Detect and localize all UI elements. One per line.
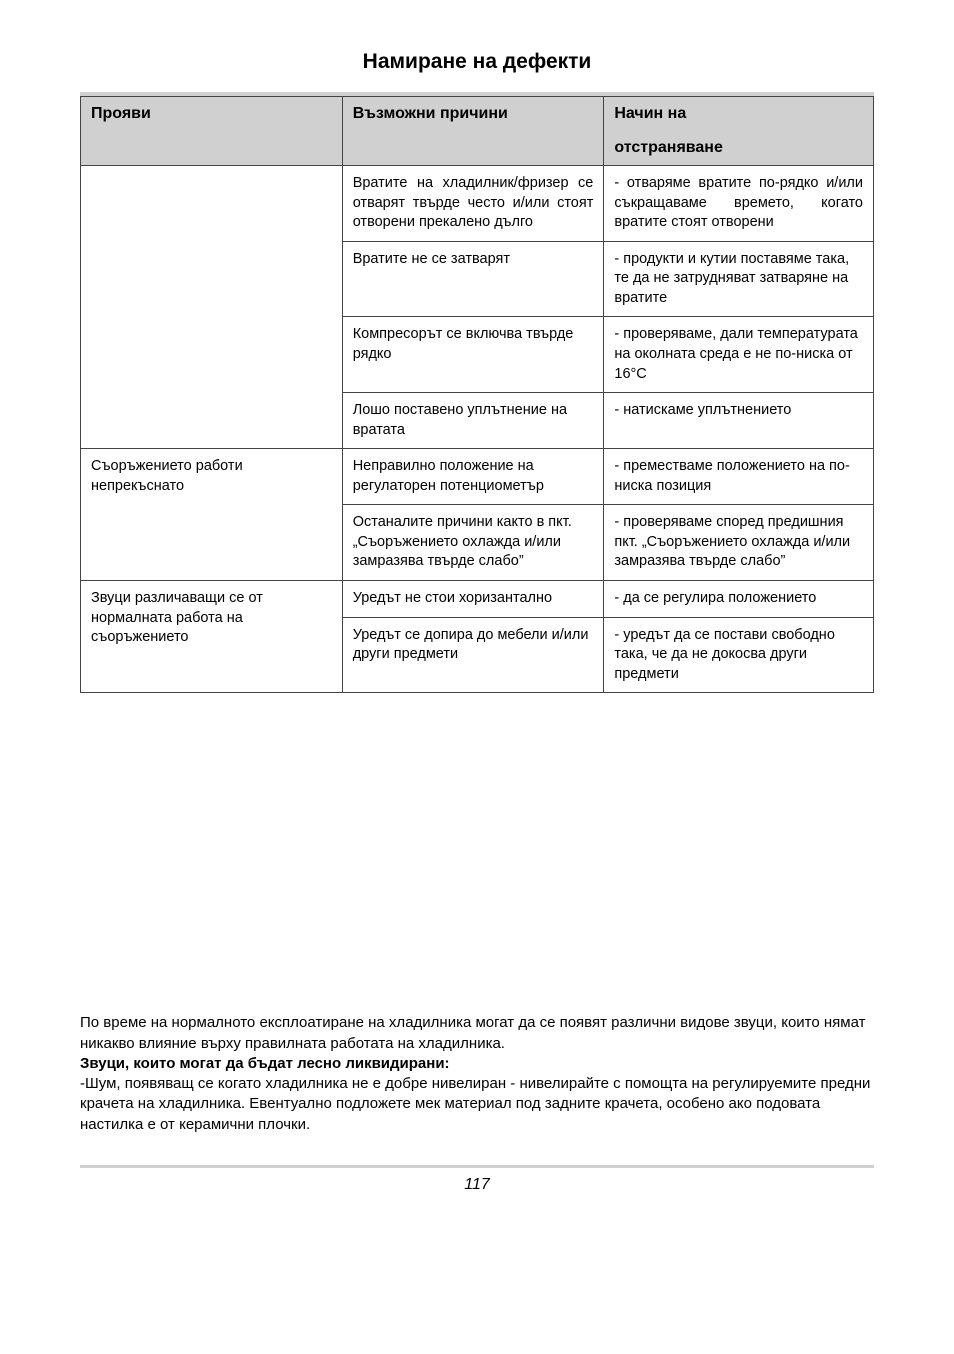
cell-cause: Неправилно положение на регулаторен поте… — [342, 449, 604, 505]
header-solution-1: Начин на — [604, 97, 874, 132]
cell-solution: - проверяваме, дали температурата на око… — [604, 317, 874, 393]
cell-solution: - продукти и кутии поставяме така, те да… — [604, 241, 874, 317]
table-header-row: Прояви Възможни причини Начин на — [81, 97, 874, 132]
cell-solution: - уредът да се постави свободно така, че… — [604, 617, 874, 693]
cell-solution: - преместваме положението на по-ниска по… — [604, 449, 874, 505]
document-page: Намиране на дефекти Прояви Възможни прич… — [0, 0, 954, 1354]
header-causes: Възможни причини — [342, 97, 604, 166]
cell-symptom-empty — [81, 166, 343, 449]
header-solution-2: отстраняване — [604, 131, 874, 166]
section-title: Намиране на дефекти — [80, 50, 874, 74]
cell-solution: - да се регулира положението — [604, 581, 874, 618]
cell-solution: - натискаме уплътнението — [604, 393, 874, 449]
cell-cause: Лошо поставено уплътнение на вратата — [342, 393, 604, 449]
cell-cause: Уредът се допира до мебели и/или други п… — [342, 617, 604, 693]
cell-cause: Останалите причини както в пкт. „Съоръже… — [342, 505, 604, 581]
table-row: Звуци различаващи се от нормалната работ… — [81, 581, 874, 618]
footer-p2: -Шум, появяващ се когато хладилника не е… — [80, 1075, 870, 1133]
defects-table: Прояви Възможни причини Начин на отстран… — [80, 96, 874, 693]
cell-solution: - отваряме вратите по-рядко и/или съкращ… — [604, 166, 874, 242]
header-symptoms: Прояви — [81, 97, 343, 166]
cell-symptom: Звуци различаващи се от нормалната работ… — [81, 581, 343, 693]
footer-bold: Звуци, които могат да бъдат лесно ликвид… — [80, 1055, 450, 1072]
footer-p1: По време на нормалното експлоатиране на … — [80, 1014, 866, 1051]
cell-cause: Уредът не стои хоризантално — [342, 581, 604, 618]
table-row: Съоръжението работи непрекъснато Неправи… — [81, 449, 874, 505]
cell-cause: Компресорът се включва твърде рядко — [342, 317, 604, 393]
cell-cause: Вратите на хладилник/фризер се отварят т… — [342, 166, 604, 242]
table-row: Вратите на хладилник/фризер се отварят т… — [81, 166, 874, 242]
cell-solution: - проверяваме според предишния пкт. „Съо… — [604, 505, 874, 581]
footer-text: По време на нормалното експлоатиране на … — [80, 1013, 874, 1135]
page-number-divider — [80, 1165, 874, 1168]
page-number: 117 — [80, 1176, 874, 1194]
cell-symptom: Съоръжението работи непрекъснато — [81, 449, 343, 581]
cell-cause: Вратите не се затварят — [342, 241, 604, 317]
